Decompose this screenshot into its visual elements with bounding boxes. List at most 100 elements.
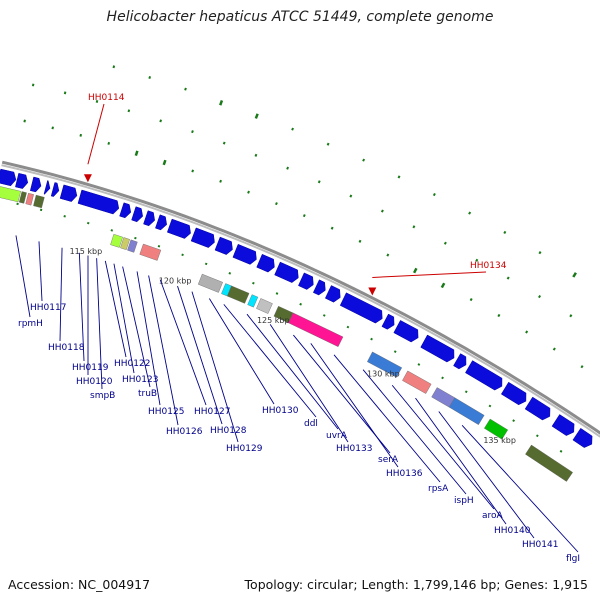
outer-dot (134, 150, 139, 157)
gene-label: HH0127 (194, 407, 230, 417)
outer-dots-layer (23, 65, 584, 369)
highlight-label: HH0134 (470, 261, 507, 271)
topology-value: circular (307, 577, 354, 592)
scale-label: 115 kbp (70, 247, 103, 256)
outer-dot (432, 193, 436, 197)
gene-arrow (131, 206, 143, 223)
outer-dot (580, 365, 584, 369)
outer-dot (397, 175, 401, 179)
gene-label: ddl (304, 419, 318, 429)
inner-tick (134, 236, 137, 240)
tick-layer: 115 kbp 120 kbp 125 kbp 130 kbp 135 kbp (16, 202, 563, 453)
highlight-leader (87, 103, 105, 165)
inner-tick (559, 449, 563, 453)
label-leader (438, 411, 535, 539)
genome-stats: Topology: circular; Length: 1,799,146 bp… (244, 577, 588, 592)
label-leader (159, 279, 207, 406)
highlight-marker (83, 174, 92, 183)
gene-arrow (274, 261, 299, 283)
label-leader (191, 291, 239, 443)
outer-dot (503, 230, 507, 235)
outer-dot (475, 258, 479, 262)
cog-bar (110, 233, 123, 248)
label-leader (461, 425, 579, 553)
inner-tick (346, 325, 350, 329)
label-leader (38, 241, 43, 302)
label-leader (113, 263, 135, 374)
cog-bar (127, 239, 138, 253)
outer-dot (184, 87, 187, 91)
backbone-outer (1, 160, 600, 435)
cog-bar (139, 243, 162, 261)
gene-arrow (77, 189, 120, 215)
outer-dot (51, 126, 54, 130)
outer-dot (525, 330, 529, 334)
gene-label: flgI (566, 554, 580, 564)
inner-tick (512, 419, 516, 423)
outer-dot (330, 226, 334, 230)
label-leader (15, 235, 31, 318)
gene-arrow (500, 381, 527, 406)
gene-arrow (453, 353, 467, 370)
gene-arrow (298, 272, 314, 290)
label-layer: rpmHHH0117HH0118HH0119HH0120smpBHH0122HH… (15, 235, 580, 564)
outer-dot (572, 272, 577, 278)
inner-tick (181, 253, 184, 257)
outer-dot (159, 119, 163, 123)
outer-dot (443, 241, 447, 245)
gene-label: HH0141 (522, 540, 558, 550)
outer-dot (440, 282, 446, 289)
scale-label: 120 kbp (159, 276, 192, 285)
outer-dot (302, 214, 306, 218)
outer-dot (95, 100, 99, 103)
gene-arrow (465, 360, 503, 391)
outer-dot (412, 225, 416, 229)
inner-tick (228, 272, 232, 275)
genes-value: 1,915 (552, 577, 588, 592)
gene-arrow (232, 243, 257, 265)
inner-tick (393, 350, 397, 353)
cog-bar (0, 186, 21, 203)
cog-bar (18, 191, 27, 204)
gene-label: HH0129 (226, 444, 263, 454)
outer-dot (326, 142, 330, 146)
outer-dot (349, 194, 353, 198)
label-leader (78, 252, 85, 362)
gene-label: HH0119 (72, 363, 109, 373)
outer-dot (219, 100, 224, 106)
gene-arrow (572, 427, 593, 448)
backbone-inner (1, 164, 600, 438)
outer-dot (127, 109, 131, 113)
gene-arrow (15, 172, 29, 189)
gene-arrow (256, 253, 275, 273)
gene-label: HH0128 (210, 426, 247, 436)
outer-dot (247, 190, 250, 194)
cog-bar (484, 418, 509, 440)
cog-bar (227, 285, 250, 304)
gene-arrow (190, 227, 215, 248)
cog-bar (25, 192, 34, 206)
outer-dot (79, 133, 83, 137)
outer-dot (552, 347, 556, 351)
label-leader (148, 275, 179, 426)
highlight-marker (368, 287, 377, 296)
gene-label: truB (138, 389, 157, 399)
gene-arrow (420, 334, 455, 363)
label-leader (223, 304, 317, 418)
label-leader (136, 271, 161, 406)
inner-tick (39, 208, 43, 212)
outer-dot (286, 166, 290, 170)
cog-bar (367, 351, 403, 378)
gene-arrow (29, 176, 42, 193)
topology-label: Topology: (244, 577, 304, 592)
gene-arrow (324, 285, 341, 303)
outer-dot (254, 113, 259, 119)
accession-info: Accession: NC_004917 (8, 577, 150, 592)
outer-dot (219, 179, 222, 183)
gene-label: aroA (482, 511, 504, 521)
inner-tick (63, 215, 66, 218)
cog-bar (197, 273, 223, 293)
gene-arrow (119, 202, 132, 219)
scale-label: 125 kbp (257, 316, 290, 325)
gene-label: HH0117 (30, 303, 66, 313)
